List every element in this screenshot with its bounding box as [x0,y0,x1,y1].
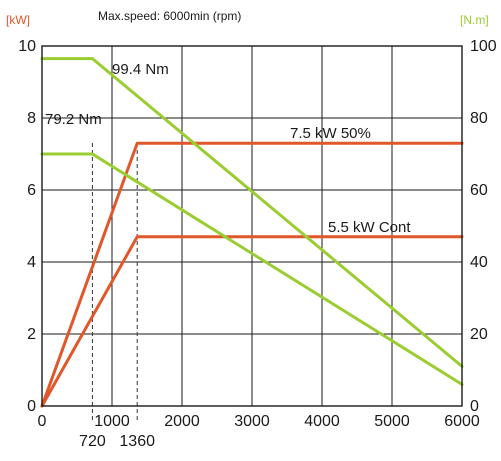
left-axis-unit: [kW] [6,13,30,27]
y-right-tick-label-20: 20 [470,326,488,343]
x-tick-label-5000: 5000 [374,413,410,430]
chart-header: Max.speed: 6000min (rpm) [98,9,241,23]
y-right-tick-label-100: 100 [470,38,497,55]
y-left-tick-label-6: 6 [27,182,36,199]
reference-lines [91,141,138,420]
y-right-tick-label-0: 0 [470,398,479,415]
x-tick-label-4000: 4000 [304,413,340,430]
x-tick-label-2000: 2000 [164,413,200,430]
plot-frame [41,45,463,407]
annotation-99-4-nm: 99.4 Nm [112,61,169,78]
annotation-5-5-kw-cont: 5.5 kW Cont [328,219,411,236]
series-line-5-5-kw-cont [40,235,464,408]
y-right-tick-label-60: 60 [470,182,488,199]
x-special-tick-label-720: 720 [79,433,106,450]
series-line-99-4-nm [40,57,464,368]
series-lines [40,57,464,408]
annotation-79-2-nm: 79.2 Nm [45,111,102,128]
x-tick-label-6000: 6000 [444,413,480,430]
x-special-tick-label-1360: 1360 [119,433,155,450]
y-left-tick-label-4: 4 [27,254,36,271]
x-tick-label-3000: 3000 [234,413,270,430]
series-line-79-2-nm [40,152,464,386]
y-left-tick-label-8: 8 [27,110,36,127]
plot-border [41,45,463,407]
annotation-7-5-kw-50: 7.5 kW 50% [290,125,371,142]
right-axis-unit: [N.m] [460,13,489,27]
y-left-tick-label-0: 0 [27,398,36,415]
y-right-tick-label-40: 40 [470,254,488,271]
series-line-7-5-kw-50 [40,141,464,408]
y-left-tick-label-10: 10 [18,38,36,55]
x-tick-label-1000: 1000 [94,413,130,430]
y-right-tick-label-80: 80 [470,110,488,127]
y-left-tick-label-2: 2 [27,326,36,343]
x-tick-label-0: 0 [38,413,47,430]
